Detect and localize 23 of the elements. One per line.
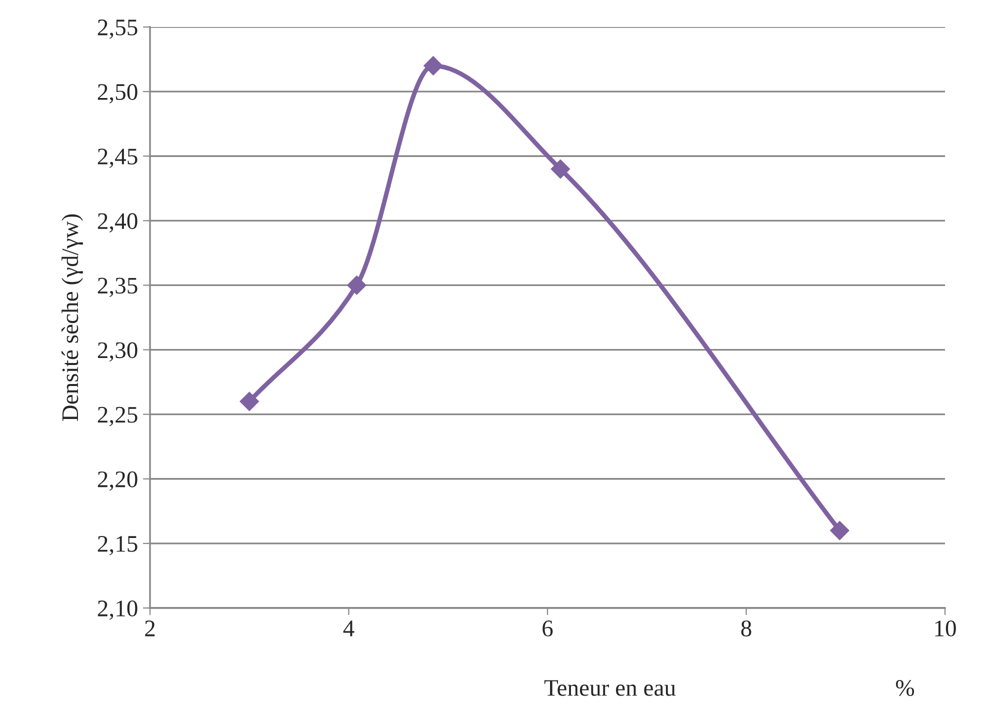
x-axis-title: Teneur en eau: [544, 680, 676, 696]
y-tick-label: 2,10: [98, 600, 138, 620]
x-tick-label: 4: [343, 620, 354, 636]
x-tick-label: 8: [741, 620, 752, 636]
y-tick-label: 2,15: [98, 536, 138, 556]
y-tick-label: 2,55: [98, 20, 138, 39]
y-tick-label: 2,50: [98, 84, 138, 104]
x-tick-label: 6: [542, 620, 553, 636]
y-tick-label: 2,45: [98, 148, 138, 168]
point: [830, 521, 850, 540]
x-tick-label: 2: [145, 620, 155, 636]
y-tick-label: 2,40: [98, 213, 138, 232]
point: [550, 159, 570, 179]
y-axis-title: Densité sèche (γd/γw): [62, 214, 83, 422]
point: [424, 56, 443, 76]
point: [240, 392, 259, 411]
y-tick-label: 2,30: [98, 342, 138, 362]
y-tick-label: 2,35: [98, 278, 138, 298]
y-tick-label: 2,25: [98, 406, 138, 426]
y-tick-label: 2,20: [98, 471, 138, 491]
text: %: [896, 680, 914, 696]
x-tick-label: 10: [935, 620, 956, 636]
point: [347, 276, 366, 295]
